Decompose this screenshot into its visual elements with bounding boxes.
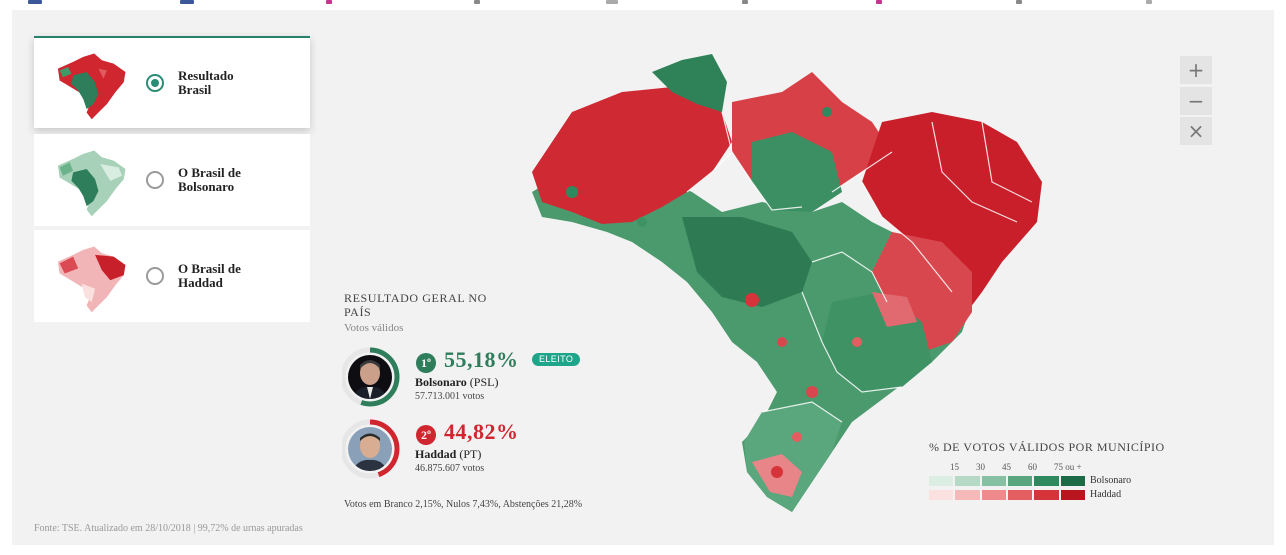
map-municipality-cluster: [822, 107, 832, 117]
radio-icon[interactable]: [146, 171, 164, 189]
map-municipality-cluster: [566, 186, 578, 198]
state-borders: [686, 111, 1033, 423]
legend-title: % DE VOTOS VÁLIDOS POR MUNICÍPIO: [929, 440, 1165, 454]
map-municipality-cluster: [777, 337, 787, 347]
map-municipality-cluster: [745, 293, 759, 307]
reset-view-button[interactable]: ×: [1180, 117, 1212, 145]
map-region-para-center: [752, 132, 842, 212]
facebook-icon[interactable]: [28, 0, 42, 4]
legend-swatch: [955, 490, 980, 500]
map-municipality-cluster: [771, 466, 783, 478]
map-region-northwest: [532, 87, 732, 224]
rank-badge: 2º: [416, 425, 436, 445]
legend-tick: 15: [950, 462, 959, 472]
share-icon[interactable]: [1146, 0, 1152, 4]
facebook-icon[interactable]: [180, 0, 194, 4]
vote-share-ring: [342, 419, 400, 479]
share-icon[interactable]: [606, 0, 618, 4]
legend-ticks: 15 30 45 60 75 ou +: [929, 462, 1089, 474]
map-region-center-south: [532, 162, 972, 512]
map-region-mato-grosso: [682, 217, 812, 307]
map-region-roraima: [652, 54, 727, 112]
share-icon[interactable]: [742, 0, 748, 4]
bolsonaro-avatar: [348, 355, 392, 399]
map-region-northeast: [862, 112, 1042, 312]
rank-badge: 1º: [416, 353, 436, 373]
legend-label-haddad: Haddad: [1090, 489, 1122, 500]
brazil-thumbnail-bolsonaro: [57, 150, 126, 217]
map-stage: Resultado Brasil O Brasil de Bolsonaro O…: [12, 10, 1274, 545]
legend-swatches-haddad: [929, 490, 1085, 500]
share-icon[interactable]: [1016, 0, 1022, 4]
candidate-bolsonaro: 1º 55,18% ELEITO Bolsonaro (PSL) 57.713.…: [342, 347, 642, 409]
legend-tick: 30: [976, 462, 985, 472]
option-resultado-brasil[interactable]: Resultado Brasil: [34, 36, 310, 128]
legend-tick: 45: [1002, 462, 1011, 472]
candidate-name: Haddad (PT): [415, 447, 482, 461]
option-label: O Brasil de Haddad: [178, 262, 241, 290]
option-label: O Brasil de Bolsonaro: [178, 166, 241, 194]
option-brasil-de-haddad[interactable]: O Brasil de Haddad: [34, 230, 310, 322]
map-region-south: [744, 402, 842, 512]
map-municipality-cluster: [792, 432, 802, 442]
candidate-votes: 46.875.607 votos: [415, 463, 485, 474]
legend-swatch: [1034, 476, 1059, 486]
legend-swatch: [929, 476, 954, 486]
legend-label-bolsonaro: Bolsonaro: [1090, 475, 1132, 486]
legend-swatch: [1060, 490, 1085, 500]
legend-swatch: [1034, 490, 1059, 500]
radio-icon[interactable]: [146, 74, 164, 92]
brazil-municipal-map[interactable]: [512, 42, 1052, 516]
vote-share-arc: [342, 347, 400, 407]
vote-share-arc: [342, 419, 400, 479]
legend-tick: 75 ou +: [1054, 462, 1082, 472]
elected-badge: ELEITO: [532, 353, 581, 366]
brazil-thumbnail-result: [57, 53, 126, 120]
map-municipality-cluster: [806, 386, 818, 398]
zoom-in-button[interactable]: +: [1180, 56, 1212, 84]
candidate-haddad: 2º 44,82% Haddad (PT) 46.875.607 votos: [342, 419, 642, 481]
legend-swatch: [929, 490, 954, 500]
legend-tick: 60: [1028, 462, 1037, 472]
share-icon[interactable]: [876, 0, 882, 4]
legend-swatch: [955, 476, 980, 486]
candidate-votes: 57.713.001 votos: [415, 391, 485, 402]
radio-icon[interactable]: [146, 267, 164, 285]
haddad-avatar: [348, 427, 392, 471]
top-share-bar: [0, 0, 1286, 10]
map-municipality-cluster: [637, 217, 647, 227]
legend-swatch: [981, 476, 1006, 486]
map-region-minas-north: [872, 292, 917, 327]
candidate-percentage: 44,82%: [444, 419, 519, 444]
legend-swatch: [981, 490, 1006, 500]
source-note: Fonte: TSE. Atualizado em 28/10/2018 | 9…: [34, 523, 303, 534]
legend-swatches-bolsonaro: [929, 476, 1085, 486]
result-title: RESULTADO GERAL NO PAÍS: [344, 291, 487, 319]
result-subtitle: Votos válidos: [344, 322, 404, 334]
share-icon[interactable]: [474, 0, 480, 4]
zoom-out-button[interactable]: −: [1180, 87, 1212, 115]
map-municipality-cluster: [852, 337, 862, 347]
legend-swatch: [1007, 490, 1033, 500]
brazil-thumbnail-haddad: [57, 246, 126, 313]
candidate-percentage: 55,18%: [444, 347, 519, 372]
vote-share-ring: [342, 347, 400, 407]
legend-swatch: [1060, 476, 1085, 486]
share-icon[interactable]: [326, 0, 332, 4]
legend-swatch: [1007, 476, 1033, 486]
candidate-name: Bolsonaro (PSL): [415, 375, 499, 389]
option-label: Resultado Brasil: [178, 69, 234, 97]
blank-null-abstention-note: Votos em Branco 2,15%, Nulos 7,43%, Abst…: [344, 499, 583, 510]
option-brasil-de-bolsonaro[interactable]: O Brasil de Bolsonaro: [34, 134, 310, 226]
